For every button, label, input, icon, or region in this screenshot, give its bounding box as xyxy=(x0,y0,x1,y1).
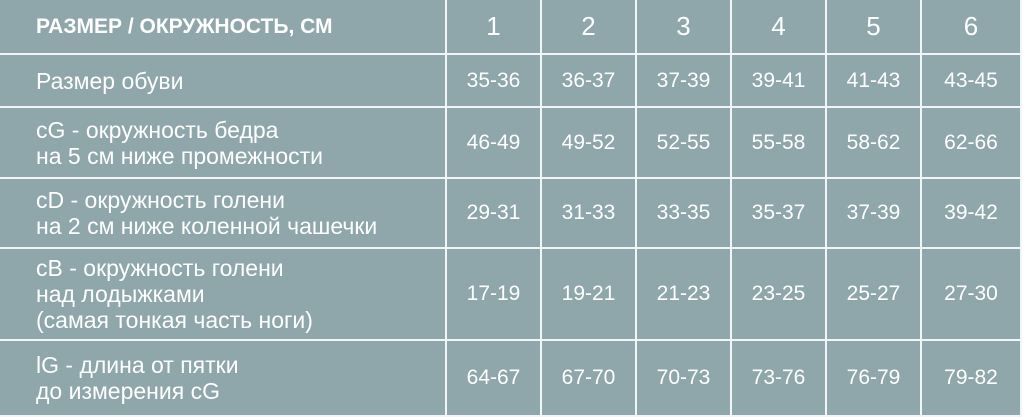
row-label-line: над лодыжками xyxy=(36,281,205,307)
cell: 70-73 xyxy=(635,339,732,417)
row-label: cD - окружность голени на 2 см ниже колен… xyxy=(0,177,447,249)
cell: 23-25 xyxy=(730,247,827,341)
table-row: cB - окружность голени над лодыжками (сама… xyxy=(0,247,1022,341)
size-header: 3 xyxy=(635,0,732,55)
cell: 37-39 xyxy=(825,177,922,249)
cell: 67-70 xyxy=(540,339,637,417)
row-label: lG - длина от пятки до измерения cG xyxy=(0,339,447,417)
row-label-line: на 2 см ниже коленной чашечки xyxy=(36,213,378,239)
row-label: cG - окружность бедра на 5 см ниже промеж… xyxy=(0,106,447,179)
table-row: Размер обуви 35-36 36-37 37-39 39-41 41-… xyxy=(0,53,1022,108)
row-label-line: до измерения cG xyxy=(36,378,220,404)
row-label: cB - окружность голени над лодыжками (сама… xyxy=(0,247,447,341)
size-header: 2 xyxy=(540,0,637,55)
table-row: cG - окружность бедра на 5 см ниже промеж… xyxy=(0,106,1022,179)
cell: 46-49 xyxy=(445,106,542,179)
table-row: lG - длина от пятки до измерения cG 64-67… xyxy=(0,339,1022,417)
cell: 39-42 xyxy=(920,177,1022,249)
header-row: РАЗМЕР / ОКРУЖНОСТЬ, СМ 1 2 3 4 5 6 xyxy=(0,0,1022,55)
cell: 64-67 xyxy=(445,339,542,417)
cell: 62-66 xyxy=(920,106,1022,179)
cell: 37-39 xyxy=(635,53,732,108)
cell: 79-82 xyxy=(920,339,1022,417)
row-label-line: lG - длина от пятки xyxy=(36,352,239,378)
cell: 35-36 xyxy=(445,53,542,108)
cell: 27-30 xyxy=(920,247,1022,341)
row-label-line: cG - окружность бедра xyxy=(36,116,279,143)
row-label-line: (самая тонкая часть ноги) xyxy=(36,307,313,333)
cell: 17-19 xyxy=(445,247,542,341)
cell: 58-62 xyxy=(825,106,922,179)
row-label-line: cD - окружность голени xyxy=(36,187,285,213)
cell: 21-23 xyxy=(635,247,732,341)
size-header: 1 xyxy=(445,0,542,55)
cell: 55-58 xyxy=(730,106,827,179)
cell: 76-79 xyxy=(825,339,922,417)
cell: 33-35 xyxy=(635,177,732,249)
cell: 29-31 xyxy=(445,177,542,249)
row-label-line: Размер обуви xyxy=(36,67,184,94)
cell: 19-21 xyxy=(540,247,637,341)
cell: 52-55 xyxy=(635,106,732,179)
row-label-line: cB - окружность голени xyxy=(36,255,284,281)
row-label-line: на 5 см ниже промежности xyxy=(36,142,324,169)
cell: 31-33 xyxy=(540,177,637,249)
size-header: 5 xyxy=(825,0,922,55)
header-label: РАЗМЕР / ОКРУЖНОСТЬ, СМ xyxy=(0,0,447,55)
cell: 36-37 xyxy=(540,53,637,108)
table-row: cD - окружность голени на 2 см ниже колен… xyxy=(0,177,1022,249)
cell: 25-27 xyxy=(825,247,922,341)
size-header: 4 xyxy=(730,0,827,55)
cell: 41-43 xyxy=(825,53,922,108)
cell: 73-76 xyxy=(730,339,827,417)
cell: 35-37 xyxy=(730,177,827,249)
size-header: 6 xyxy=(920,0,1022,55)
cell: 43-45 xyxy=(920,53,1022,108)
cell: 39-41 xyxy=(730,53,827,108)
cell: 49-52 xyxy=(540,106,637,179)
row-label: Размер обуви xyxy=(0,53,447,108)
